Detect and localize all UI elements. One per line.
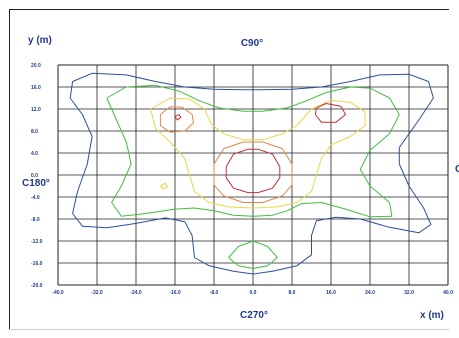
x-tick-label: -16.0 [169, 290, 181, 296]
y-tick-label: -8.0 [31, 217, 40, 223]
y-tick-label: -12.0 [31, 239, 43, 245]
contour-line-red [314, 103, 347, 123]
frame-left-border [9, 9, 10, 329]
frame-top-border [9, 9, 449, 10]
contour-line-orange [213, 141, 293, 203]
x-tick-label: -32.0 [91, 290, 103, 296]
contour-line-yellow [150, 97, 366, 209]
frame-bottom-border [9, 329, 449, 330]
y-tick-label: -16.0 [31, 261, 43, 267]
x-tick-label: 16.0 [326, 290, 336, 296]
contour-line-red [174, 114, 182, 121]
x-tick-label: -40.0 [52, 290, 64, 296]
x-tick-label: -8.0 [210, 290, 219, 296]
direction-label-left: C180° [22, 178, 50, 189]
contour-line-green [106, 84, 400, 218]
contour-line-red [225, 148, 281, 194]
plot-grid [57, 64, 449, 286]
direction-label-bottom: C270° [240, 310, 268, 321]
y-tick-label: -4.0 [31, 195, 40, 201]
y-tick-label: 8.0 [31, 129, 38, 135]
direction-label-right: C [455, 164, 459, 175]
direction-label-top: C90° [241, 38, 263, 49]
contour-lines [69, 72, 434, 275]
x-axis-label: x (m) [420, 310, 444, 321]
contour-line-orange [159, 106, 194, 133]
x-tick-label: 0.0 [250, 290, 257, 296]
x-tick-label: 32.0 [404, 290, 414, 296]
y-tick-label: 12.0 [31, 107, 41, 113]
y-tick-labels: 20.0 16.0 12.0 8.0 4.0 0.0 -4.0 -8.0 -12.0 -16.0 -… [31, 63, 43, 289]
y-axis-label: y (m) [28, 35, 52, 46]
y-tick-label: 20.0 [31, 63, 41, 69]
contour-line-blue [69, 72, 434, 275]
contour-line-green [228, 240, 278, 269]
x-tick-label: 40.0 [443, 290, 453, 296]
x-tick-label: -24.0 [130, 290, 142, 296]
x-tick-label: 8.0 [289, 290, 296, 296]
x-tick-label: 24.0 [365, 290, 375, 296]
y-tick-label: 16.0 [31, 85, 41, 91]
y-tick-label: 0.0 [31, 173, 38, 179]
x-tick-labels: -40.0 -32.0 -24.0 -16.0 -8.0 0.0 8.0 16.0 24.0 32… [52, 290, 453, 296]
y-tick-label: -20.0 [31, 283, 43, 289]
y-tick-label: 4.0 [31, 151, 38, 157]
contour-line-yellow [160, 182, 169, 190]
